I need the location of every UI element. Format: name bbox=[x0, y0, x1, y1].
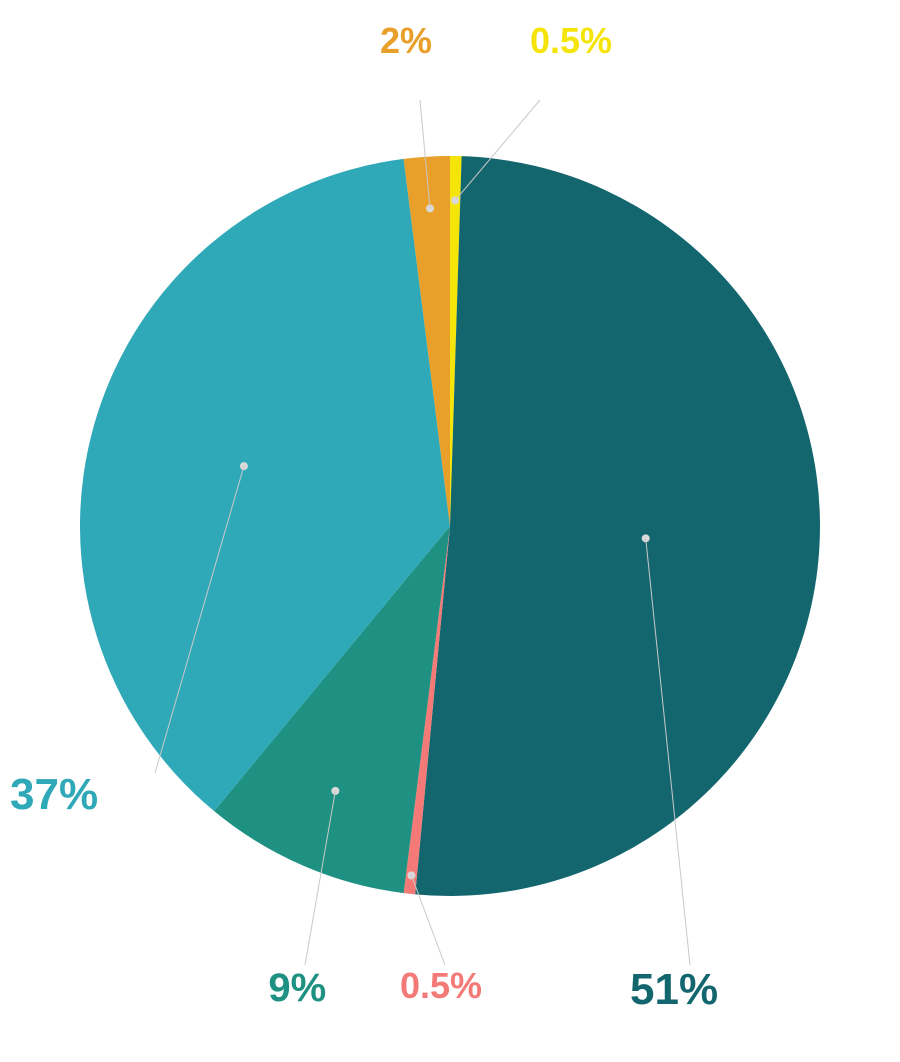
region-asia: Asia bbox=[380, 61, 432, 84]
pie-chart-container: 0.5%Oceania51%Latin America and the Cari… bbox=[0, 0, 900, 1053]
pct-northamerica: 37% bbox=[10, 770, 137, 821]
pct-oceania: 0.5% bbox=[530, 20, 612, 61]
pct-europe: 9% bbox=[265, 965, 330, 1011]
label-northamerica: 37%North America bbox=[10, 770, 137, 844]
region-europe: Europe bbox=[265, 1011, 330, 1034]
region-latam: Latin America and the Caribbean bbox=[630, 1016, 900, 1062]
region-africa: Africa bbox=[400, 1006, 482, 1029]
slice-latam bbox=[415, 156, 820, 896]
region-oceania: Oceania bbox=[530, 61, 612, 84]
pct-africa: 0.5% bbox=[400, 965, 482, 1006]
label-africa: 0.5%Africa bbox=[400, 965, 482, 1029]
pct-asia: 2% bbox=[380, 20, 432, 61]
label-oceania: 0.5%Oceania bbox=[530, 20, 612, 84]
region-northamerica: North America bbox=[10, 821, 137, 844]
label-europe: 9%Europe bbox=[265, 965, 330, 1034]
label-asia: 2%Asia bbox=[380, 20, 432, 84]
label-latam: 51%Latin America and the Caribbean bbox=[630, 965, 900, 1062]
pct-latam: 51% bbox=[630, 965, 900, 1016]
pie-chart-svg bbox=[0, 0, 900, 1053]
